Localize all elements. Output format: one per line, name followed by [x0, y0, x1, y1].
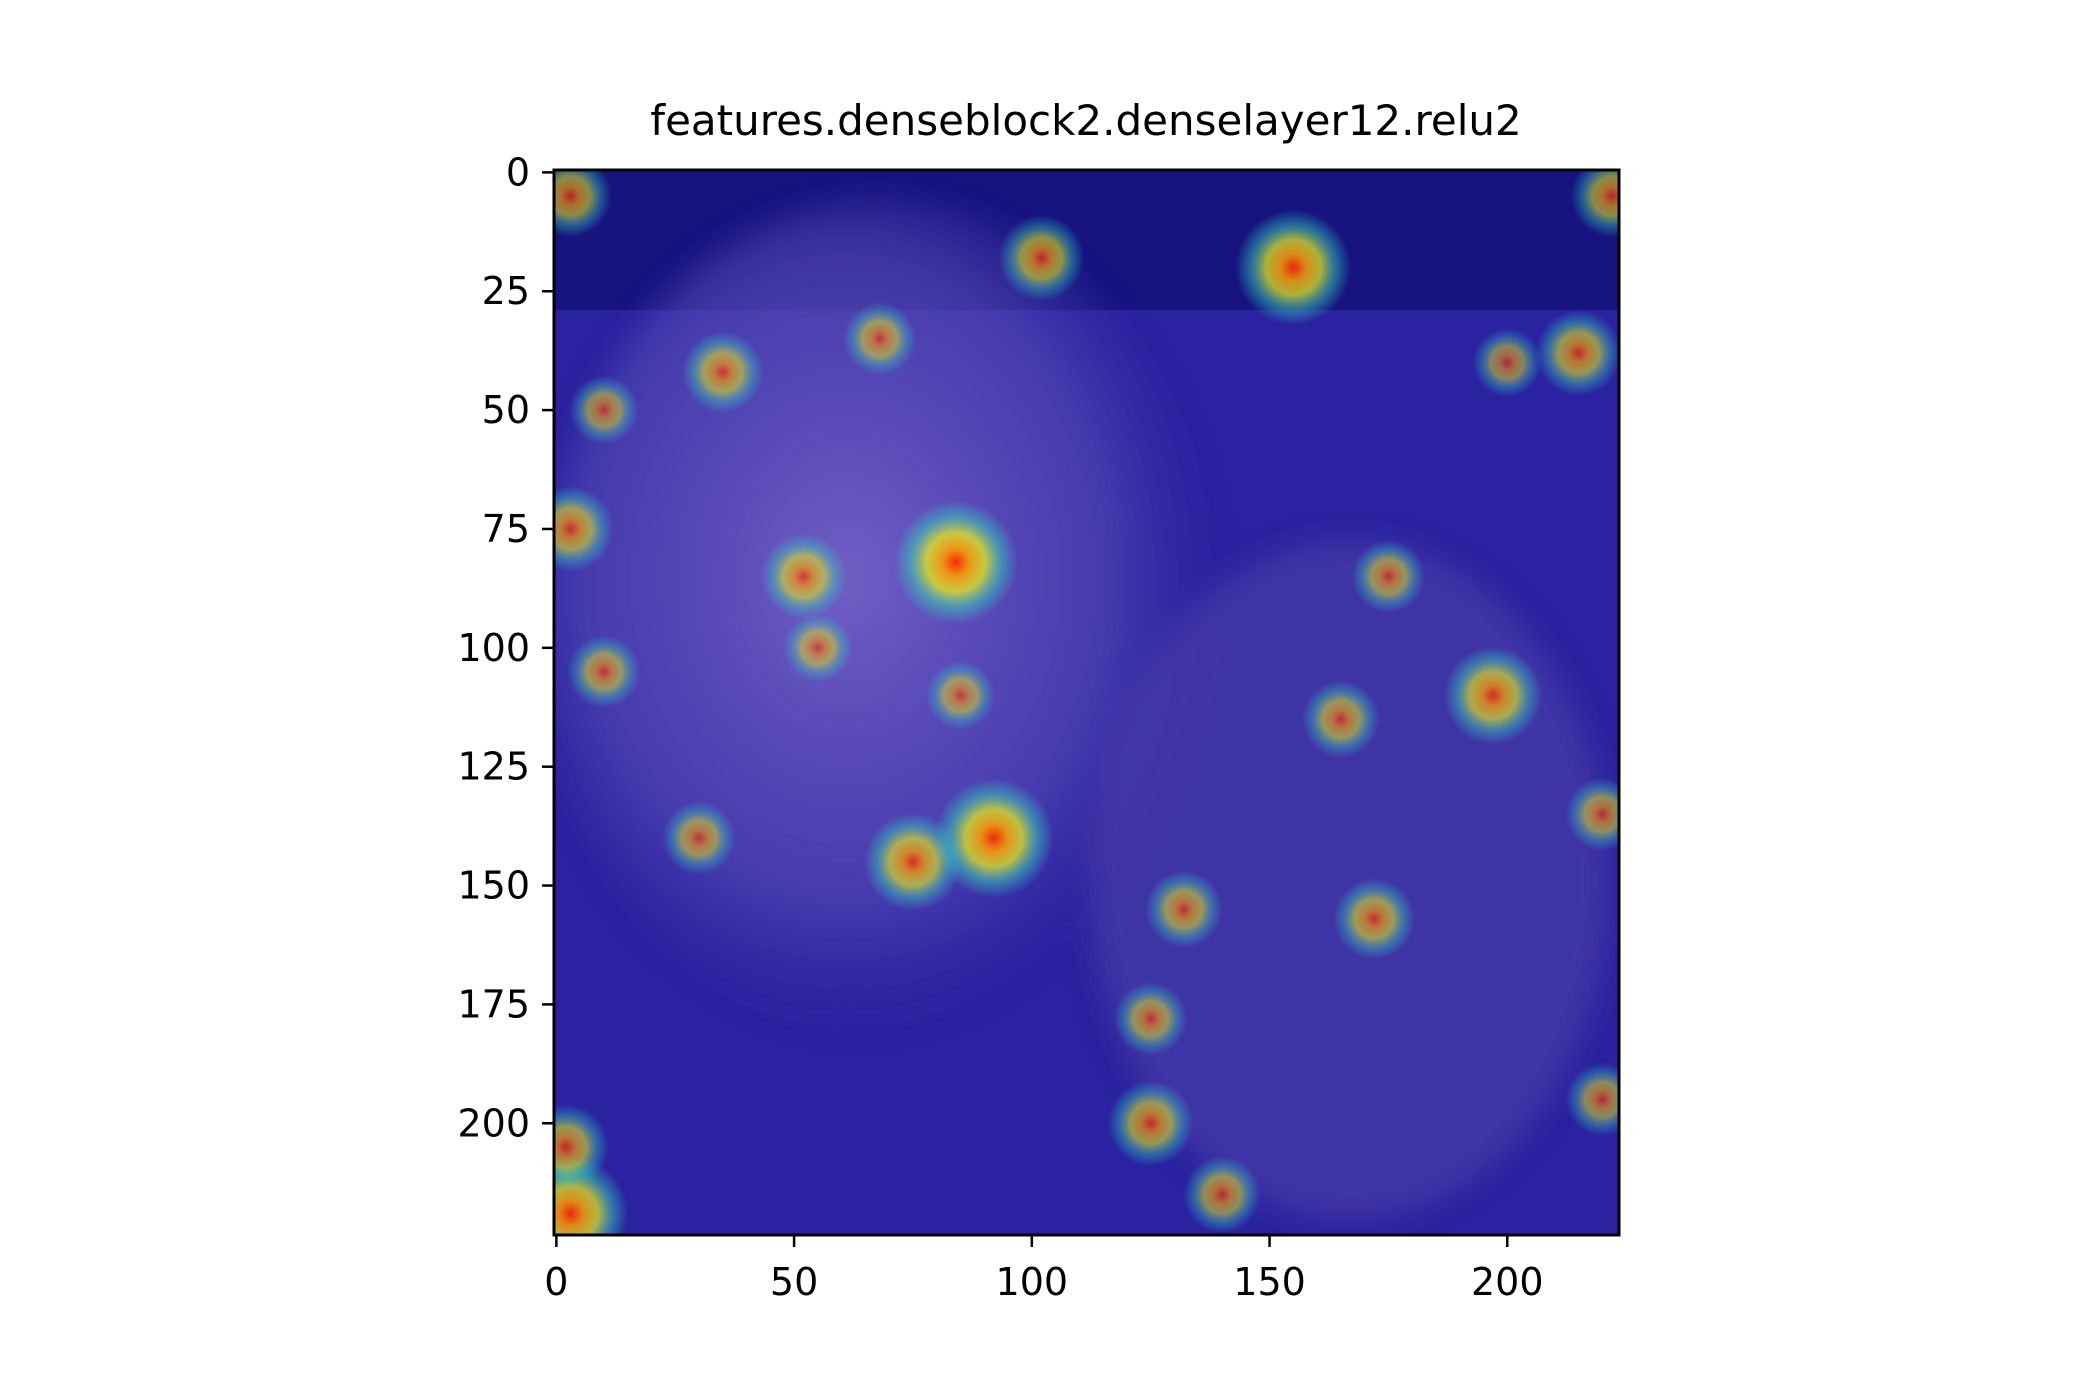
heatmap-hotspot: [567, 634, 641, 709]
heatmap-hotspot: [1145, 870, 1223, 949]
x-tick-label: 200: [1471, 1260, 1544, 1304]
heatmap-hotspot: [569, 375, 639, 445]
heatmap-hotspot: [1565, 1062, 1619, 1137]
heatmap-hotspot: [1301, 680, 1380, 759]
heatmap-hotspot: [681, 331, 764, 414]
y-tick-label: 200: [457, 1101, 530, 1145]
plot-frame: [552, 168, 1621, 1237]
heatmap-hotspot: [1333, 877, 1416, 960]
y-tick-label: 0: [506, 150, 530, 194]
heatmap-hotspot: [933, 778, 1054, 898]
heatmap-hotspot: [1183, 1155, 1261, 1234]
plot-area: [554, 170, 1619, 1235]
heatmap-hotspot: [1107, 1080, 1194, 1167]
heatmap-hotspot: [998, 214, 1085, 302]
chart-title: features.denseblock2.denselayer12.relu2: [650, 96, 1521, 145]
heatmap-hotspot: [554, 170, 612, 238]
y-axis: 0 25 50 75 100 125 150 175 200: [457, 150, 554, 1145]
heatmap-hotspot: [783, 613, 853, 683]
heatmap-hotspot: [1565, 777, 1619, 852]
y-tick-label: 100: [457, 626, 530, 670]
x-tick-label: 150: [1233, 1260, 1306, 1304]
heatmap-hotspot: [893, 500, 1018, 625]
y-tick-label: 175: [457, 982, 530, 1026]
heatmap-hotspot: [1113, 981, 1188, 1056]
x-tick-label: 100: [996, 1260, 1069, 1304]
y-tick-label: 75: [482, 507, 530, 551]
x-tick-label: 50: [770, 1260, 818, 1304]
y-tick-label: 50: [482, 388, 530, 432]
heatmap-hotspot: [554, 485, 614, 573]
heatmap-hotspot: [1570, 170, 1619, 238]
heatmap-hotspot: [925, 660, 996, 731]
heatmap-hotspot: [1535, 309, 1619, 397]
heatmap-hotspot: [1443, 645, 1543, 745]
heatmap-hotspot: [1351, 539, 1426, 614]
y-tick-label: 125: [457, 745, 530, 789]
heatmap-hotspot: [863, 812, 963, 912]
x-tick-label: 0: [544, 1260, 568, 1304]
heatmap-hotspot: [662, 801, 736, 875]
y-tick-label: 150: [457, 864, 530, 908]
hotspot-layer: [554, 170, 1619, 1235]
heatmap-hotspot: [1235, 209, 1352, 326]
heatmap-hotspot: [760, 533, 847, 620]
heatmap-hotspot: [842, 301, 917, 376]
heatmap-hotspot: [1472, 327, 1542, 398]
y-tick-label: 25: [482, 269, 530, 313]
heatmap-hotspot: [554, 1103, 609, 1191]
x-axis: 0 50 100 150 200: [544, 1235, 1544, 1304]
